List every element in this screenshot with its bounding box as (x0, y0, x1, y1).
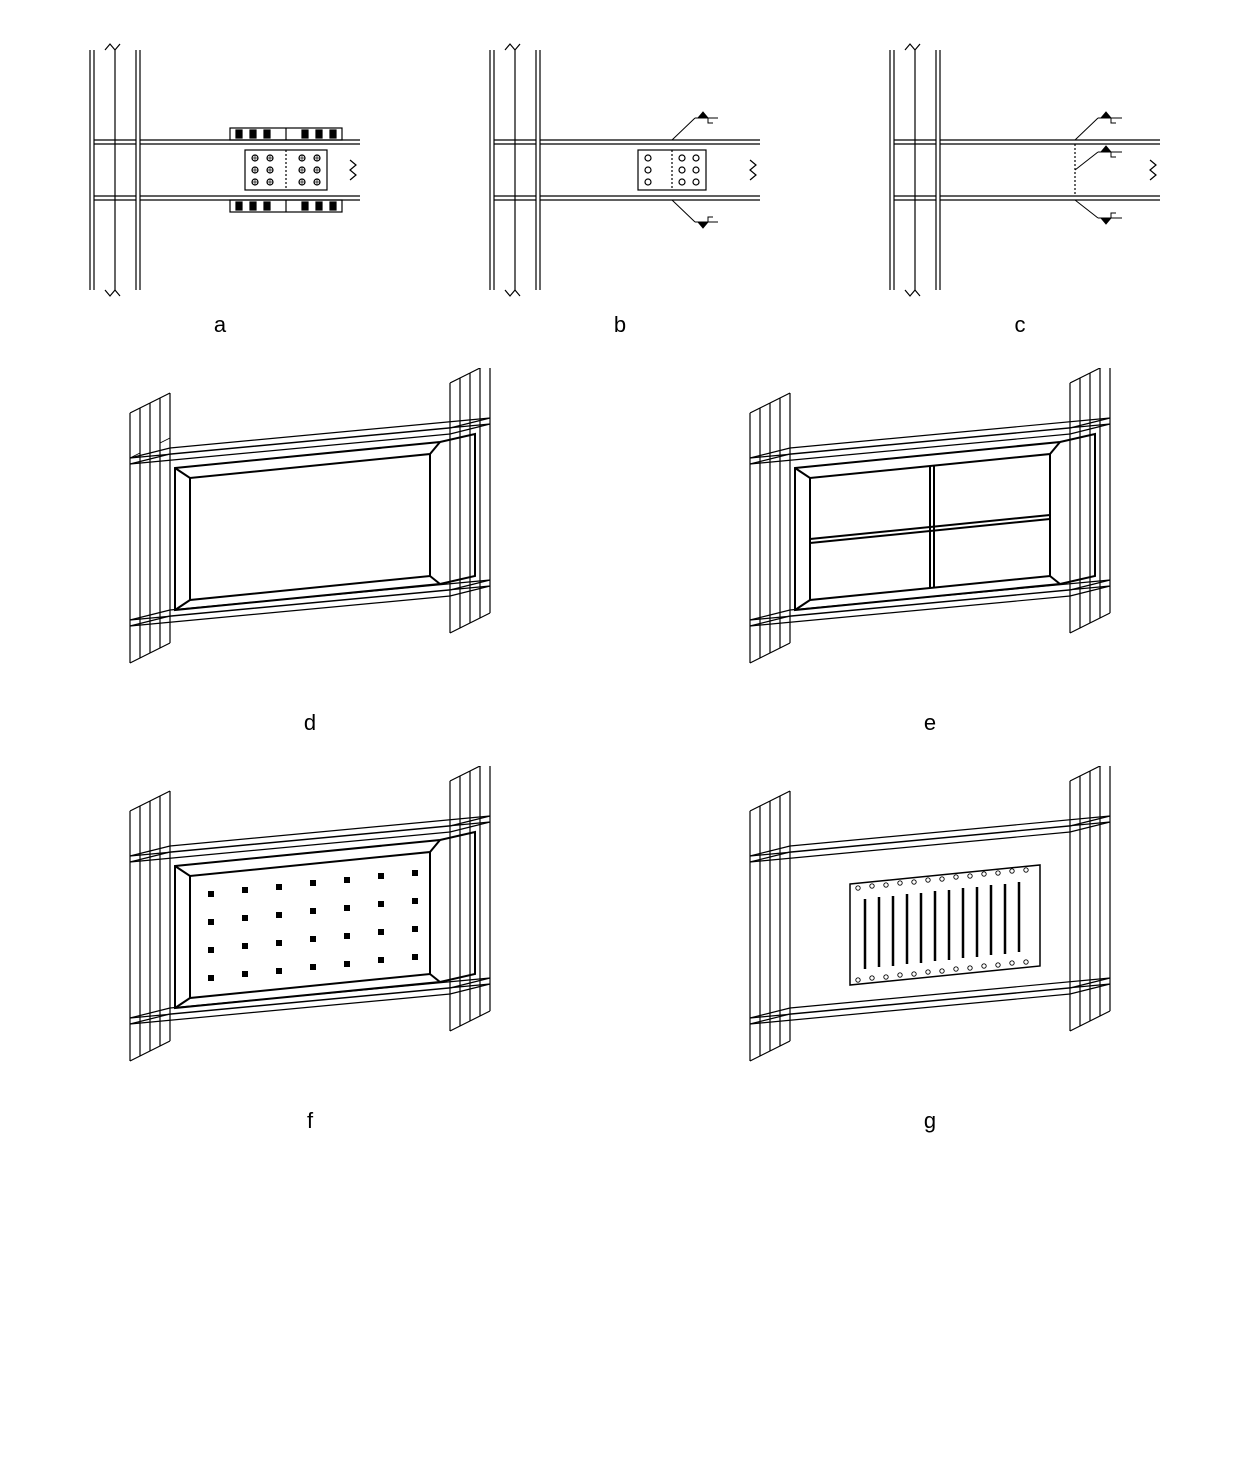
panel-g-label: g (924, 1108, 936, 1134)
stud-grid (208, 870, 418, 981)
panel-f-cell: f (40, 766, 580, 1134)
panel-b-label: b (614, 312, 626, 338)
panel-e-cell: e (660, 368, 1200, 736)
panel-c-label: c (1015, 312, 1026, 338)
panel-e-label: e (924, 710, 936, 736)
panel-g-cell: g (660, 766, 1200, 1134)
panel-b-svg (450, 40, 790, 300)
panel-f-label: f (307, 1108, 313, 1134)
panel-a-label: a (214, 312, 226, 338)
panel-c-svg (850, 40, 1190, 300)
panel-f-svg (80, 766, 540, 1096)
row-3-grid: f (40, 766, 1200, 1134)
panel-d-cell: d (40, 368, 580, 736)
panel-d-svg (80, 368, 540, 698)
panel-c-cell: c (840, 40, 1200, 338)
panel-a-svg (50, 40, 390, 300)
panel-e-svg (700, 368, 1160, 698)
panel-g-svg (700, 766, 1160, 1096)
panel-a-cell: a (40, 40, 400, 338)
row-2-grid: d (40, 368, 1200, 736)
panel-b-cell: b (440, 40, 800, 338)
row-1-grid: a (40, 40, 1200, 338)
panel-d-label: d (304, 710, 316, 736)
